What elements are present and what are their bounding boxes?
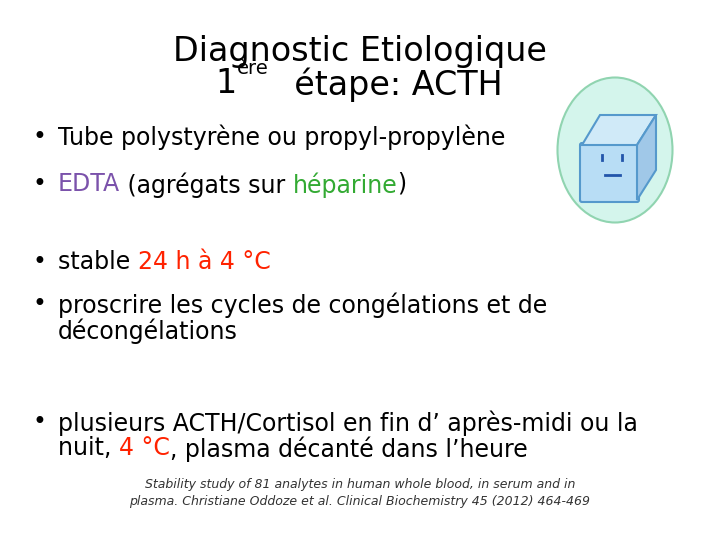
Text: héparine: héparine: [293, 172, 397, 198]
Ellipse shape: [557, 78, 672, 222]
Text: •: •: [32, 125, 46, 149]
Text: •: •: [32, 172, 46, 196]
Text: 24 h à 4 °C: 24 h à 4 °C: [138, 250, 271, 274]
Text: étape: ACTH: étape: ACTH: [273, 67, 503, 102]
Text: Stability study of 81 analytes in human whole blood, in serum and in
plasma. Chr: Stability study of 81 analytes in human …: [130, 478, 590, 508]
Text: 4 °C: 4 °C: [119, 436, 170, 460]
Text: 1: 1: [216, 67, 237, 100]
Text: •: •: [32, 292, 46, 316]
Text: Diagnostic Etiologique: Diagnostic Etiologique: [173, 35, 547, 68]
Text: , plasma décanté dans l’heure: , plasma décanté dans l’heure: [170, 436, 528, 462]
Text: •: •: [32, 410, 46, 434]
Text: décongélations: décongélations: [58, 318, 238, 343]
FancyBboxPatch shape: [580, 143, 639, 202]
Polygon shape: [582, 115, 656, 145]
Text: stable: stable: [58, 250, 138, 274]
Polygon shape: [637, 115, 656, 200]
Text: proscrire les cycles de congélations et de: proscrire les cycles de congélations et …: [58, 292, 547, 318]
Text: Tube polystyrène ou propyl-propylène: Tube polystyrène ou propyl-propylène: [58, 125, 505, 151]
Text: nuit,: nuit,: [58, 436, 119, 460]
Text: EDTA: EDTA: [58, 172, 120, 196]
Text: ): ): [397, 172, 407, 196]
Text: (agrégats sur: (agrégats sur: [120, 172, 293, 198]
Text: ère: ère: [237, 59, 269, 78]
Text: •: •: [32, 250, 46, 274]
Text: plusieurs ACTH/Cortisol en fin d’ après-midi ou la: plusieurs ACTH/Cortisol en fin d’ après-…: [58, 410, 638, 435]
